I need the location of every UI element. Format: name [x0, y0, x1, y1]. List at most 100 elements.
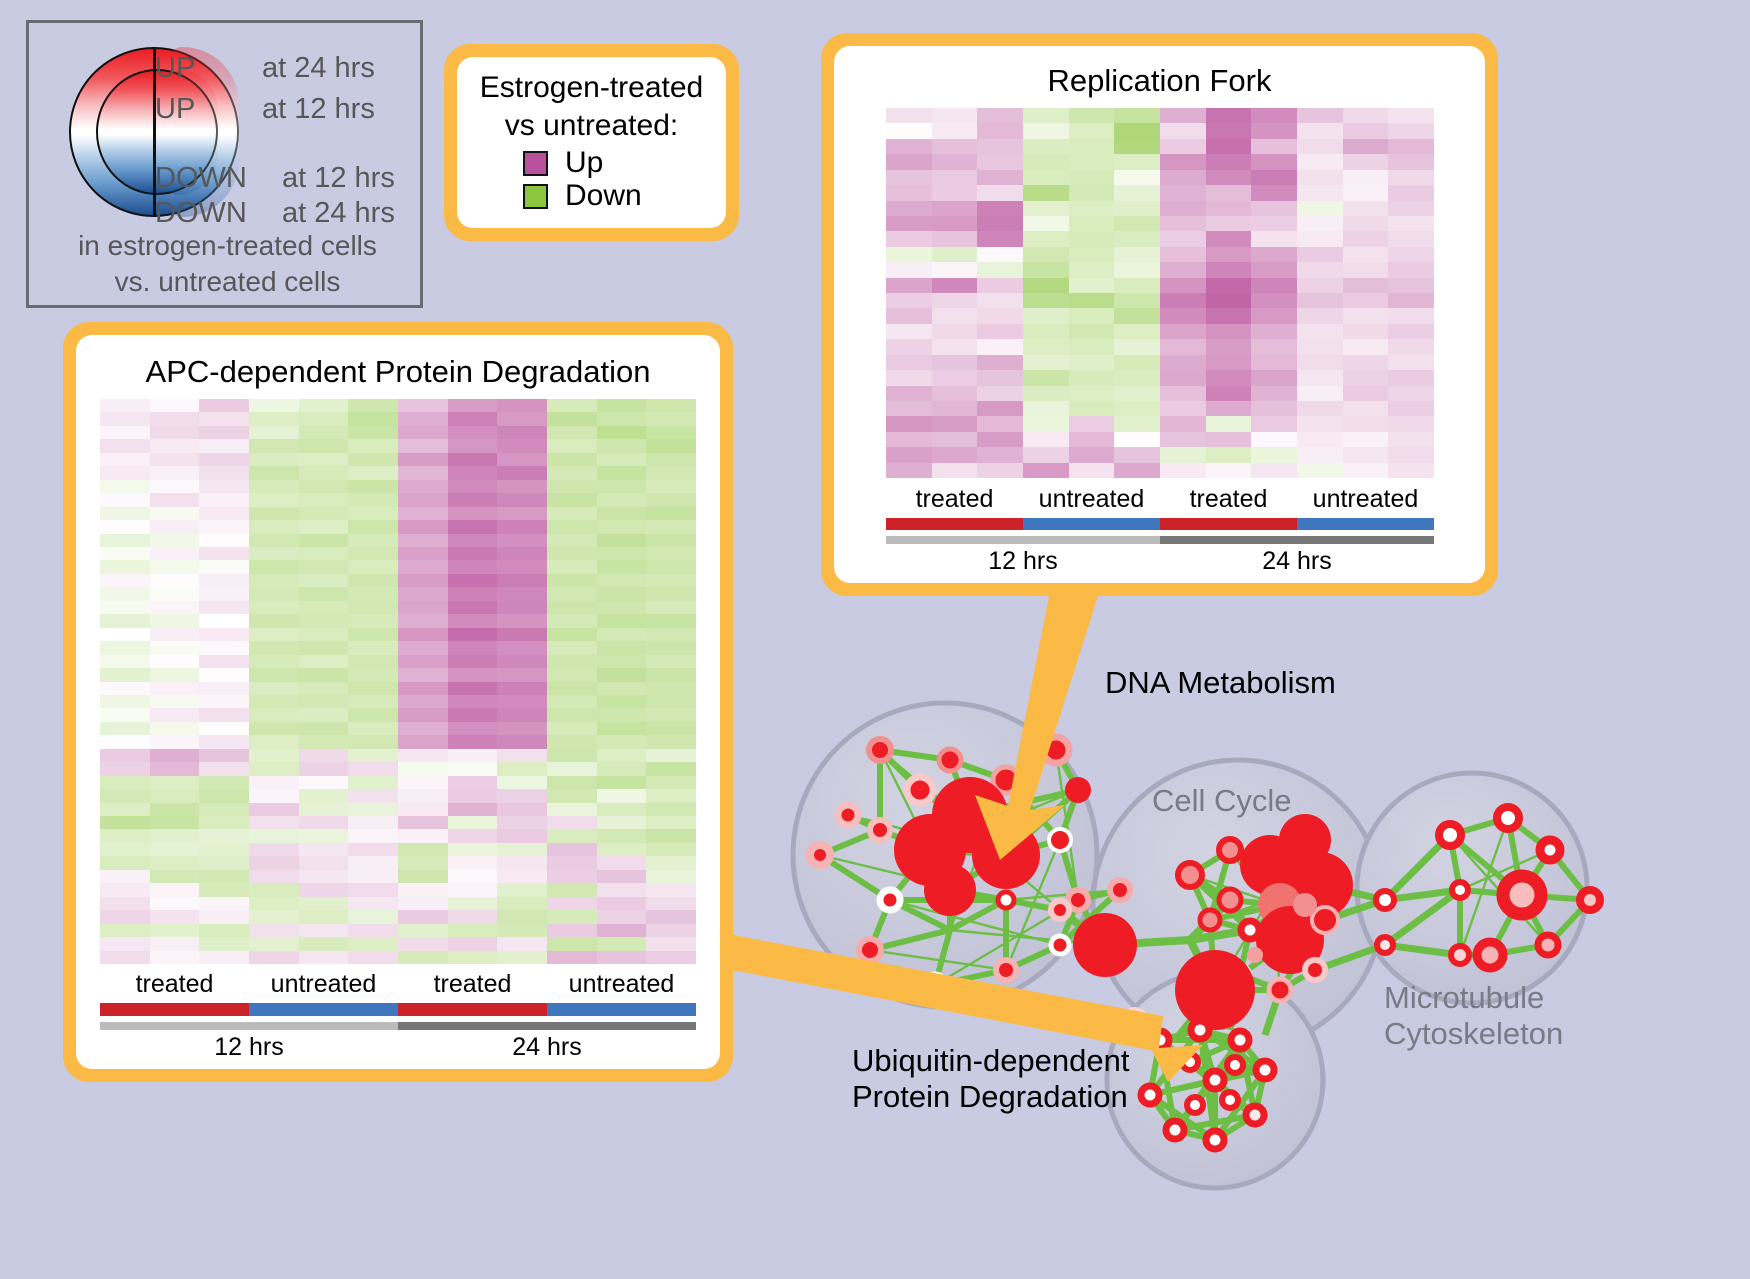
heatmap-cell: [1251, 200, 1297, 216]
heatmap-cell: [447, 587, 498, 601]
heatmap-cell: [646, 641, 696, 655]
apc-time-bar: [100, 1022, 696, 1030]
heatmap-cell: [249, 479, 299, 494]
heatmap-cell: [497, 452, 547, 467]
heatmap-cell: [977, 354, 1023, 371]
heatmap-cell: [348, 506, 398, 521]
heatmap-cell: [249, 399, 299, 413]
heatmap-cell: [298, 896, 349, 911]
heatmap-cell: [348, 708, 398, 722]
heatmap-cell: [1023, 200, 1069, 216]
heatmap-cell: [646, 560, 696, 574]
group-label-untreated: untreated: [1038, 485, 1145, 513]
heatmap-cell: [100, 399, 150, 413]
heatmap-cell: [298, 533, 349, 547]
heatmap-cell: [348, 587, 398, 601]
heatmap-cell: [1205, 246, 1252, 263]
heatmap-cell: [977, 339, 1023, 355]
heatmap-cell: [249, 452, 299, 467]
heatmap-cell: [447, 708, 498, 722]
heatmap-cell: [447, 856, 498, 870]
updown-legend-title-line2: vs untreated:: [504, 109, 679, 142]
heatmap-cell: [1251, 154, 1297, 170]
heatmap-cell: [497, 533, 547, 547]
heatmap-cell: [547, 412, 597, 426]
group-label-untreated: untreated: [270, 970, 377, 998]
heatmap-cell: [398, 869, 448, 884]
heatmap-cell: [298, 842, 349, 857]
heatmap-cell: [398, 533, 448, 547]
heatmap-cell: [100, 425, 150, 440]
heatmap-cell: [596, 668, 647, 682]
heatmap-cell: [1251, 400, 1297, 417]
heatmap-cell: [1342, 154, 1389, 170]
colorwheel-footer-line1: in estrogen-treated cells: [78, 230, 377, 261]
heatmap-cell: [1068, 400, 1115, 417]
updown-legend-title-line1: Estrogen-treated: [479, 71, 704, 104]
time-bar-segment: [100, 1022, 398, 1030]
heatmap-cell: [886, 262, 932, 278]
treatment-bar-segment: [1023, 518, 1160, 530]
heatmap-cell: [398, 466, 448, 480]
heatmap-cell: [1114, 323, 1160, 340]
heatmap-cell: [547, 668, 597, 682]
heatmap-cell: [149, 573, 200, 588]
heatmap-cell: [100, 816, 150, 830]
heatmap-cell: [298, 668, 349, 682]
heatmap-cell: [497, 721, 547, 736]
heatmap-cell: [398, 842, 448, 857]
heatmap-cell: [497, 627, 547, 642]
heatmap-cell: [547, 533, 597, 547]
heatmap-cell: [249, 910, 299, 924]
heatmap-cell: [596, 479, 647, 494]
heatmap-cell: [447, 452, 498, 467]
heatmap-cell: [547, 816, 597, 830]
heatmap-cell: [398, 587, 448, 601]
heatmap-cell: [447, 560, 498, 574]
heatmap-cell: [398, 735, 448, 749]
heatmap-cell: [1023, 246, 1069, 263]
heatmap-cell: [977, 323, 1023, 340]
heatmap-cell: [100, 573, 150, 588]
heatmap-cell: [398, 923, 448, 938]
heatmap-cell: [1160, 123, 1206, 139]
heatmap-cell: [1388, 246, 1434, 263]
heatmap-cell: [398, 883, 448, 897]
heatmap-cell: [249, 600, 299, 615]
heatmap-cell: [199, 399, 249, 413]
heatmap-cell: [1160, 154, 1206, 170]
heatmap-cell: [646, 573, 696, 588]
heatmap-cell: [1160, 354, 1206, 371]
apc-time-labels: 12 hrs 24 hrs: [100, 1034, 696, 1061]
heatmap-cell: [1388, 447, 1434, 463]
heatmap-cell: [497, 735, 547, 749]
heatmap-cell: [1297, 323, 1343, 340]
heatmap-cell: [1023, 262, 1069, 278]
heatmap-cell: [100, 654, 150, 669]
heatmap-cell: [1297, 400, 1343, 417]
heatmap-cell: [149, 789, 200, 803]
replication-fork-title: Replication Fork: [1047, 63, 1272, 98]
heatmap-cell: [497, 896, 547, 911]
heatmap-cell: [547, 762, 597, 776]
heatmap-cell: [1068, 200, 1115, 216]
heatmap-cell: [149, 748, 200, 763]
heatmap-cell: [100, 681, 150, 695]
heatmap-cell: [1114, 138, 1160, 155]
heatmap-cell: [1251, 339, 1297, 355]
heatmap-cell: [1342, 262, 1389, 278]
heatmap-cell: [100, 560, 150, 574]
time-label-12-hrs: 12 hrs: [988, 547, 1058, 575]
heatmap-cell: [100, 910, 150, 924]
heatmap-cell: [1114, 262, 1160, 278]
heatmap-cell: [1068, 370, 1115, 386]
heatmap-cell: [398, 856, 448, 870]
heatmap-cell: [1251, 462, 1297, 478]
heatmap-cell: [646, 600, 696, 615]
heatmap-cell: [249, 412, 299, 426]
heatmap-cell: [447, 506, 498, 521]
heatmap-cell: [398, 694, 448, 709]
heatmap-cell: [100, 614, 150, 628]
heatmap-cell: [497, 775, 547, 790]
